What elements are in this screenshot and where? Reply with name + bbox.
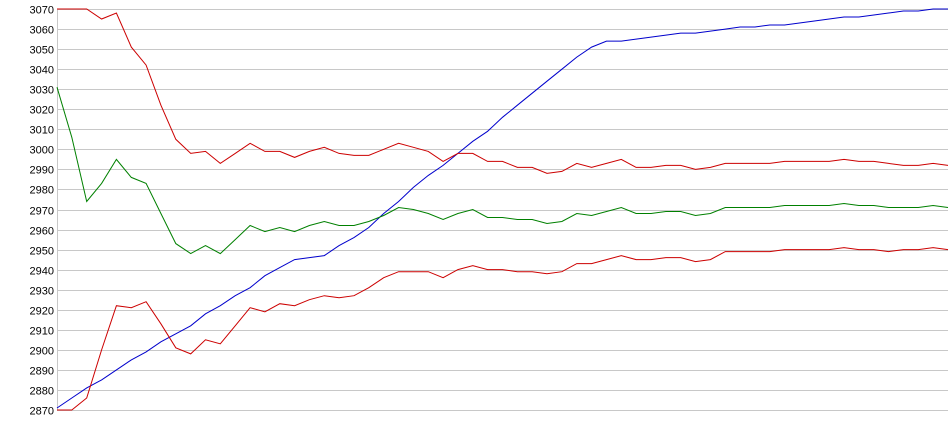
y-tick-label: 3000 xyxy=(30,145,54,157)
series-lines xyxy=(56,8,949,411)
y-tick-labels: 3070 3060 3050 3040 3030 3020 3010 3000 2990 2980… xyxy=(30,5,54,418)
y-tick-label: 3010 xyxy=(30,125,54,137)
series-line-3 xyxy=(56,87,949,255)
y-tick-label: 2910 xyxy=(30,326,54,338)
series-line-2 xyxy=(57,8,949,174)
y-tick-label: 2960 xyxy=(30,226,54,238)
y-tick-label: 3050 xyxy=(30,45,54,57)
y-tick-label: 2870 xyxy=(30,406,54,418)
y-tick-label: 3020 xyxy=(30,105,54,117)
y-tick-label: 2980 xyxy=(30,185,54,197)
series-line-4 xyxy=(57,247,949,411)
y-tick-label: 2900 xyxy=(30,346,54,358)
y-tick-label: 3030 xyxy=(30,85,54,97)
y-tick-label: 2990 xyxy=(30,165,54,177)
y-tick-label: 2920 xyxy=(30,306,54,318)
y-tick-label: 2930 xyxy=(30,286,54,298)
y-tick-label: 2950 xyxy=(30,246,54,258)
y-tick-label: 2880 xyxy=(30,386,54,398)
y-tick-label: 3060 xyxy=(30,25,54,37)
y-tick-label: 3040 xyxy=(30,65,54,77)
y-tick-label: 2970 xyxy=(30,206,54,218)
series-line-1 xyxy=(56,8,948,409)
y-tick-label: 2890 xyxy=(30,366,54,378)
grid xyxy=(57,9,948,411)
y-tick-label: 2940 xyxy=(30,266,54,278)
y-tick-label: 3070 xyxy=(30,5,54,17)
